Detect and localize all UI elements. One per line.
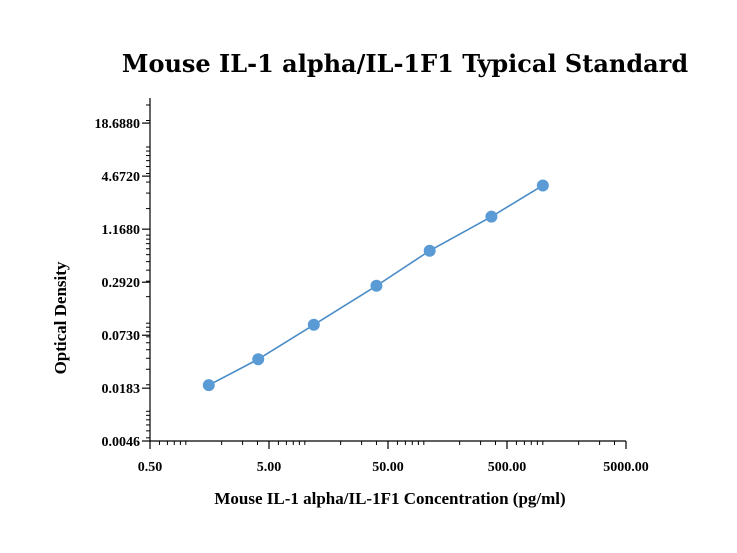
- data-point: [307, 318, 320, 331]
- data-point: [536, 179, 549, 192]
- x-tick-label: 500.00: [488, 460, 527, 475]
- y-tick-label: 0.0046: [102, 435, 141, 450]
- data-point: [423, 244, 436, 257]
- x-axis-label: Mouse IL-1 alpha/IL-1F1 Concentration (p…: [214, 489, 565, 508]
- x-tick-label: 50.00: [372, 460, 404, 475]
- y-tick-label: 1.1680: [102, 223, 141, 238]
- y-tick-label: 18.6880: [95, 117, 141, 132]
- y-axis-label: Optical Density: [51, 261, 70, 374]
- axes: 0.0046 0.0183 0.0730 0.2920 1.1680 4.6720 18.6…: [95, 98, 649, 475]
- y-tick-label: 0.0730: [102, 329, 141, 344]
- chart-title: Mouse IL-1 alpha/IL-1F1 Typical Standard: [122, 49, 688, 78]
- y-tick-label: 0.2920: [102, 276, 141, 291]
- data-point: [370, 279, 383, 292]
- x-tick-label: 0.50: [138, 460, 163, 475]
- x-tick-label: 5.00: [257, 460, 282, 475]
- y-tick-label: 4.6720: [102, 170, 141, 185]
- series-layer: [202, 179, 549, 392]
- data-point: [252, 353, 265, 366]
- data-point: [202, 379, 215, 392]
- data-point: [485, 210, 498, 223]
- y-tick-label: 0.0183: [102, 382, 141, 397]
- x-tick-label: 5000.00: [603, 460, 649, 475]
